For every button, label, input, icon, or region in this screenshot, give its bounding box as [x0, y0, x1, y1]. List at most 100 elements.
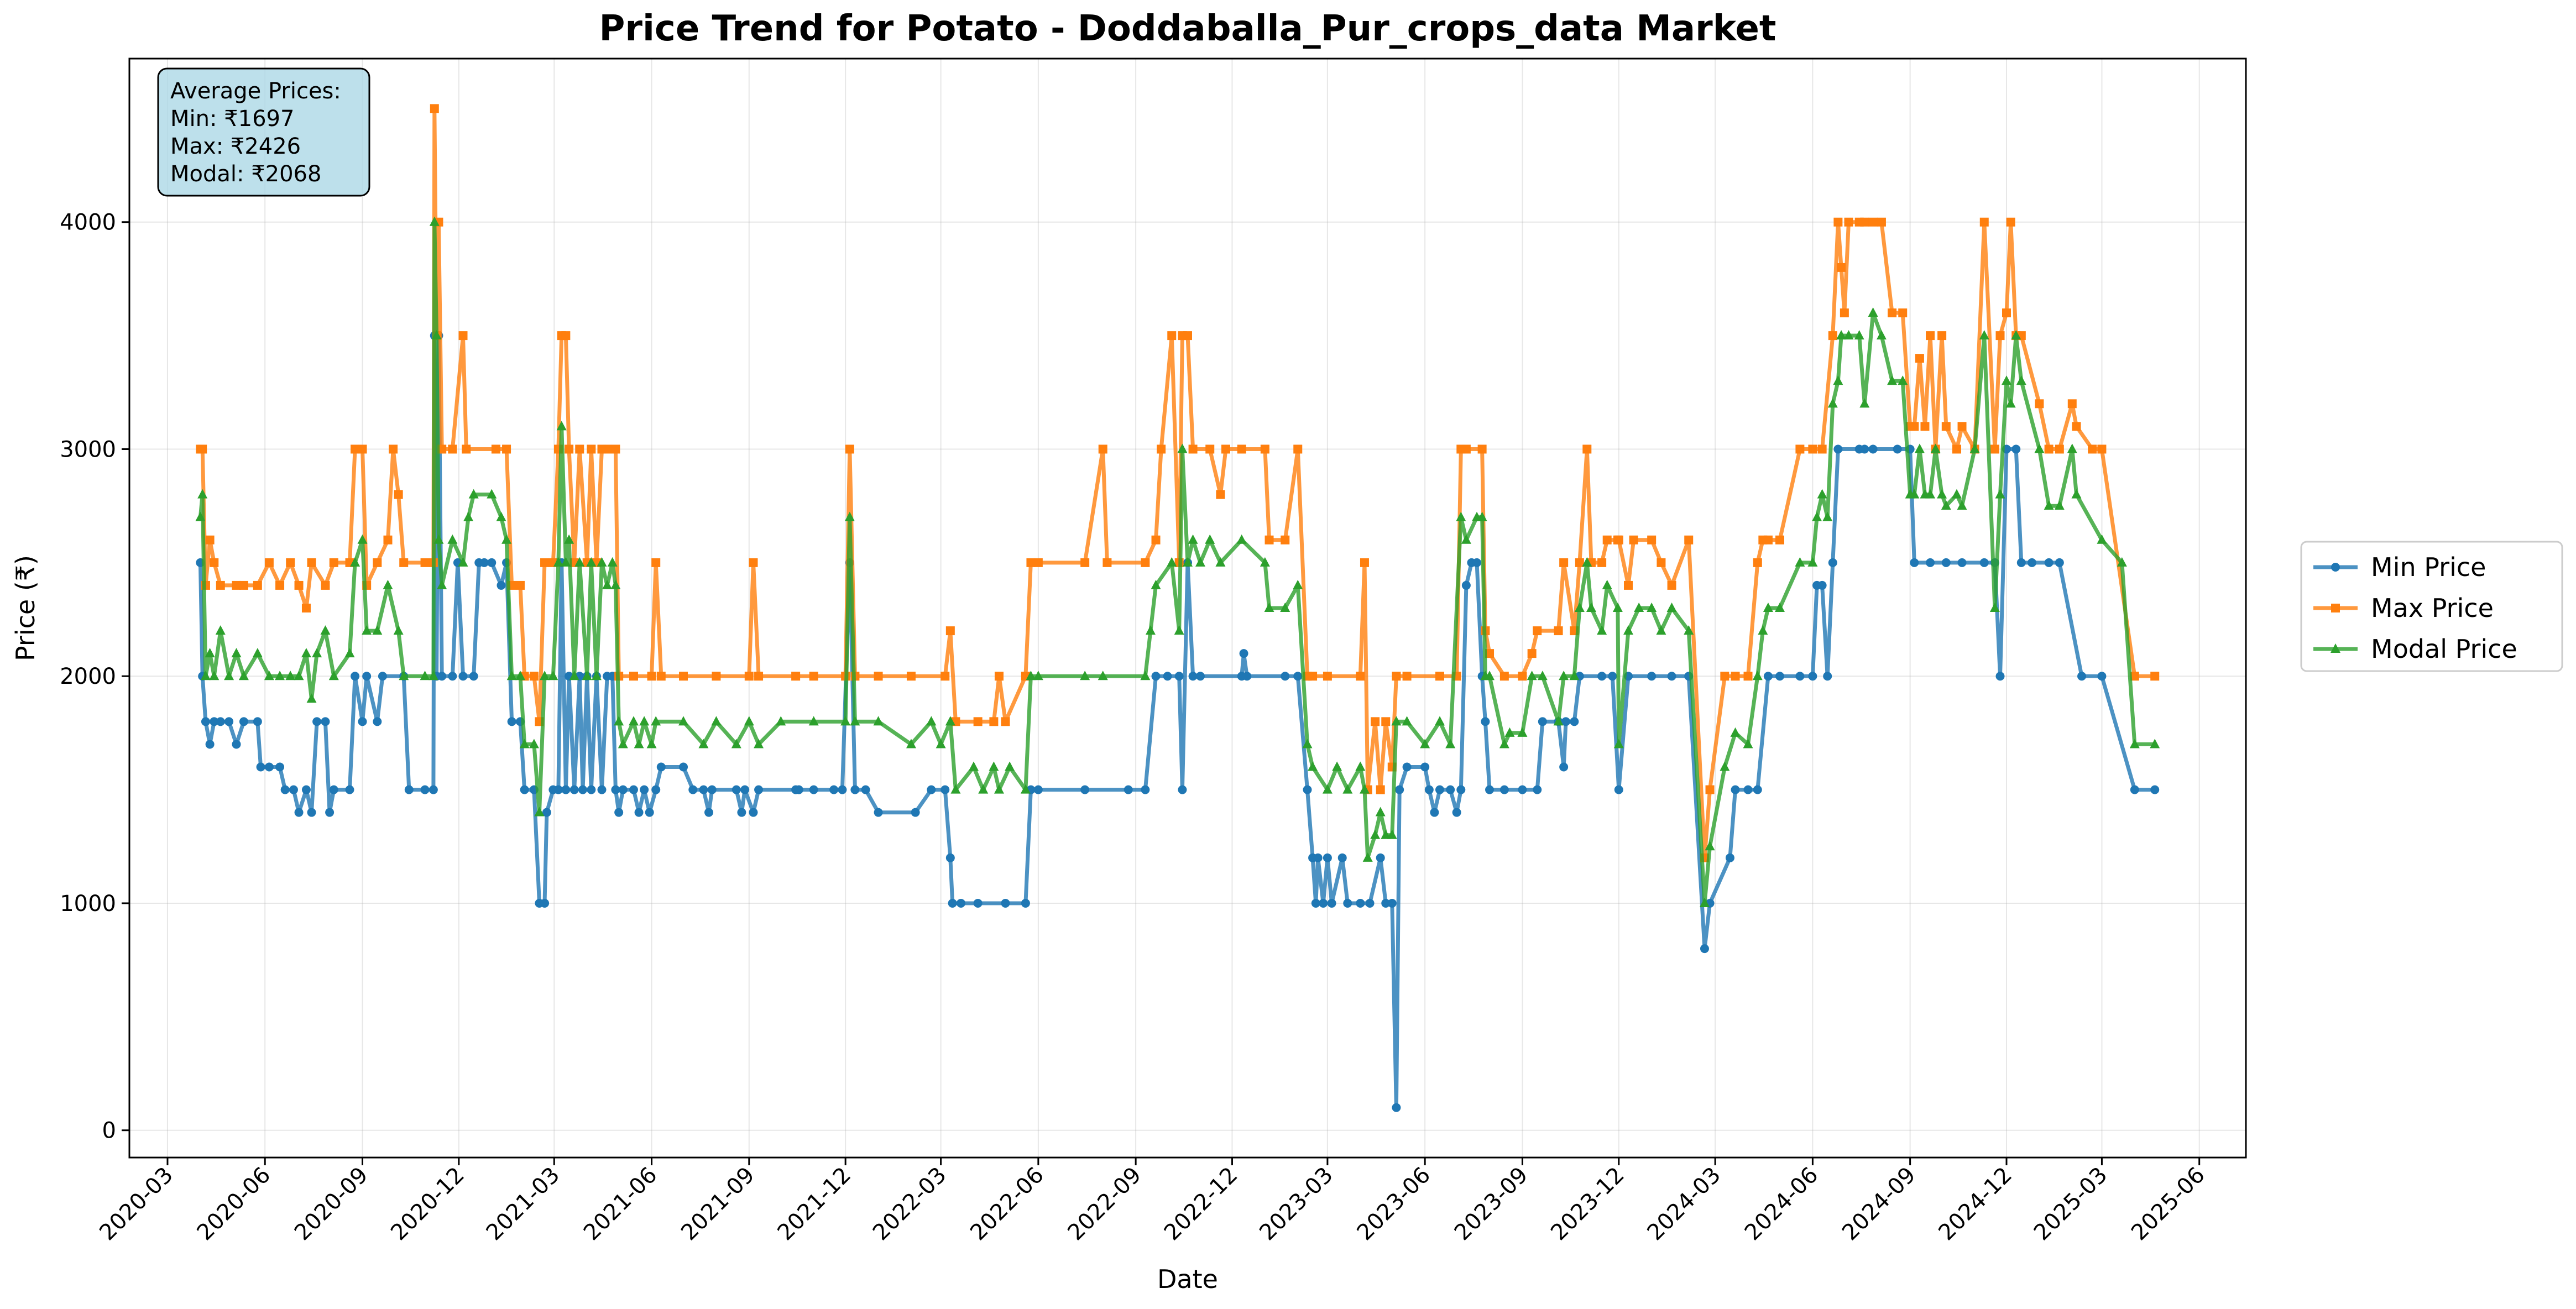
data-point-modal-price — [420, 671, 430, 680]
data-point-modal-price — [1151, 579, 1161, 589]
data-point-min-price — [1188, 672, 1198, 681]
data-point-modal-price — [447, 534, 458, 544]
data-point-modal-price — [2067, 443, 2077, 453]
data-point-max-price — [1527, 649, 1537, 658]
data-point-min-price — [205, 740, 215, 749]
data-point-max-price — [679, 672, 688, 681]
data-point-modal-price — [945, 716, 955, 726]
data-point-modal-price — [540, 671, 550, 680]
data-point-min-price — [679, 762, 688, 772]
data-point-modal-price — [1822, 511, 1833, 521]
data-point-min-price — [587, 785, 596, 794]
data-point-min-price — [420, 785, 430, 794]
data-point-max-price — [2006, 217, 2015, 227]
average-prices-annotation: Average Prices: Min: ₹1697 Max: ₹2426 Mo… — [157, 67, 370, 197]
data-point-min-price — [1995, 672, 2005, 681]
annotation-max: Max: ₹2426 — [170, 134, 301, 159]
data-point-max-price — [1102, 558, 1112, 567]
data-point-max-price — [1753, 558, 1762, 567]
data-point-modal-price — [607, 557, 618, 567]
data-point-modal-price — [1308, 761, 1318, 771]
data-point-max-price — [1518, 672, 1527, 681]
series-lines — [195, 104, 2160, 1112]
data-point-modal-price — [2044, 500, 2054, 510]
data-point-min-price — [542, 808, 551, 817]
data-point-min-price — [312, 717, 322, 726]
data-point-min-price — [911, 808, 920, 817]
data-point-min-price — [201, 717, 210, 726]
data-point-min-price — [611, 785, 620, 794]
data-point-max-price — [210, 558, 219, 567]
data-point-modal-price — [1362, 852, 1373, 862]
annotation-modal: Modal: ₹2068 — [170, 161, 321, 187]
data-point-max-price — [603, 444, 612, 454]
data-point-modal-price — [1359, 784, 1370, 794]
data-point-min-price — [1387, 898, 1397, 908]
data-point-min-price — [216, 717, 225, 726]
data-point-min-price — [1319, 898, 1328, 908]
data-point-max-price — [491, 444, 500, 454]
legend-label: Max Price — [2371, 593, 2494, 623]
data-point-min-price — [553, 785, 563, 794]
legend-marker — [2331, 604, 2340, 612]
data-point-modal-price — [519, 739, 530, 748]
plot-frame — [128, 57, 2247, 1159]
data-point-modal-price — [1381, 829, 1391, 839]
data-point-modal-price — [1293, 579, 1303, 589]
data-point-max-price — [205, 535, 215, 544]
data-point-min-price — [329, 785, 338, 794]
data-point-min-price — [1323, 853, 1332, 862]
data-point-modal-price — [1597, 625, 1607, 635]
data-point-min-price — [1239, 649, 1248, 658]
data-point-max-price — [1151, 535, 1161, 544]
y-tick-label: 3000 — [60, 437, 116, 462]
data-point-max-price — [1915, 354, 1924, 363]
data-point-modal-price — [1795, 557, 1805, 567]
data-point-min-price — [280, 785, 290, 794]
data-point-min-price — [927, 785, 936, 794]
data-point-min-price — [1817, 580, 1827, 590]
data-point-min-price — [614, 808, 624, 817]
data-point-min-price — [707, 785, 717, 794]
data-point-max-price — [1602, 535, 1612, 544]
data-point-min-price — [1860, 444, 1869, 454]
data-point-max-price — [2035, 399, 2044, 409]
data-point-min-price — [809, 785, 818, 794]
data-point-modal-price — [294, 671, 304, 680]
data-point-max-price — [1141, 558, 1150, 567]
data-point-modal-price — [1656, 625, 1666, 635]
data-point-max-price — [1575, 558, 1584, 567]
data-point-min-price — [578, 785, 588, 794]
data-point-min-price — [2097, 672, 2107, 681]
data-point-max-price — [906, 672, 916, 681]
data-point-min-price — [1001, 898, 1010, 908]
data-point-max-price — [1582, 444, 1592, 454]
data-point-min-price — [1242, 672, 1252, 681]
data-point-modal-price — [383, 579, 393, 589]
data-point-max-price — [1221, 444, 1230, 454]
data-point-modal-price — [458, 557, 468, 567]
data-point-modal-price — [950, 784, 961, 794]
data-point-modal-price — [1868, 307, 1878, 317]
y-tick-label: 1000 — [60, 891, 116, 917]
data-point-max-price — [1033, 558, 1043, 567]
data-point-max-price — [656, 672, 666, 681]
plot-series-area — [195, 104, 2160, 1112]
data-point-max-price — [1080, 558, 1090, 567]
data-point-modal-price — [487, 489, 497, 499]
data-point-modal-price — [1537, 671, 1548, 680]
data-point-modal-price — [1485, 671, 1495, 680]
data-point-modal-price — [1280, 603, 1290, 612]
data-point-max-price — [1775, 535, 1784, 544]
data-point-max-price — [754, 672, 764, 681]
data-point-min-price — [1381, 898, 1391, 908]
data-point-min-price — [1868, 444, 1878, 454]
annotation-box — [157, 67, 370, 197]
data-point-min-price — [520, 785, 529, 794]
data-point-modal-price — [1979, 330, 1989, 340]
data-point-max-price — [989, 717, 999, 726]
data-point-min-price — [253, 717, 262, 726]
data-point-max-price — [629, 672, 638, 681]
data-point-min-price — [256, 762, 265, 772]
series-modal-price — [195, 216, 2160, 907]
